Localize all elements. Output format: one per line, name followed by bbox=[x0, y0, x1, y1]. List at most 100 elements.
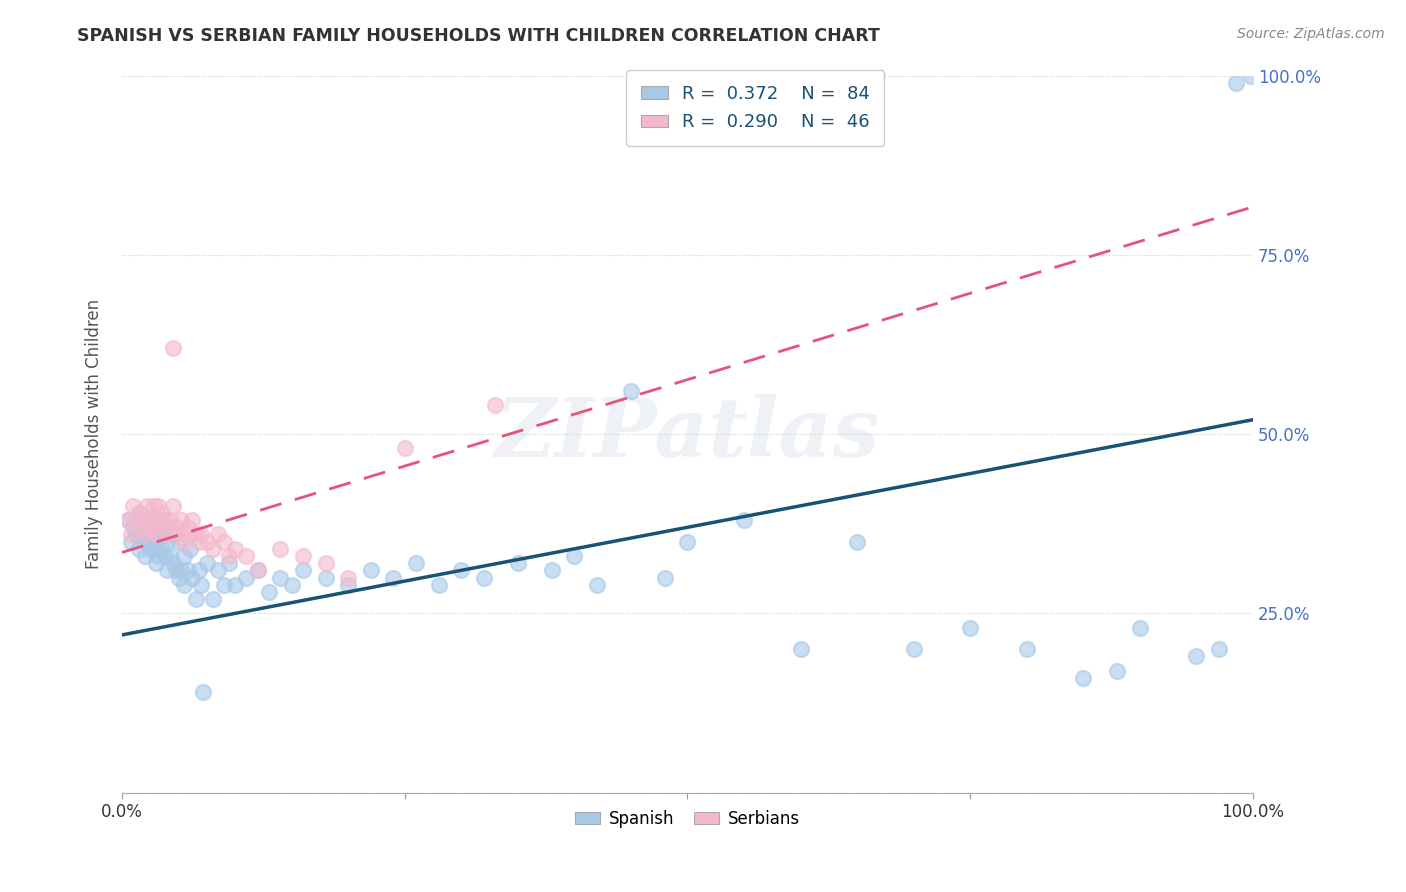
Point bbox=[150, 520, 173, 534]
Point bbox=[142, 520, 165, 534]
Point bbox=[207, 527, 229, 541]
Point bbox=[142, 513, 165, 527]
Point bbox=[235, 570, 257, 584]
Point bbox=[195, 534, 218, 549]
Point bbox=[620, 384, 643, 398]
Point bbox=[291, 549, 314, 563]
Point bbox=[122, 520, 145, 534]
Point bbox=[789, 642, 811, 657]
Point bbox=[179, 527, 201, 541]
Point bbox=[1239, 69, 1261, 83]
Point bbox=[167, 534, 190, 549]
Point bbox=[145, 534, 167, 549]
Point bbox=[179, 541, 201, 556]
Point bbox=[207, 563, 229, 577]
Point bbox=[142, 541, 165, 556]
Point bbox=[148, 527, 170, 541]
Point bbox=[360, 563, 382, 577]
Point bbox=[167, 527, 190, 541]
Point bbox=[117, 513, 139, 527]
Point bbox=[165, 520, 187, 534]
Point bbox=[212, 534, 235, 549]
Point bbox=[162, 527, 184, 541]
Text: ZIPatlas: ZIPatlas bbox=[495, 394, 880, 474]
Point bbox=[165, 563, 187, 577]
Point bbox=[170, 563, 193, 577]
Text: SPANISH VS SERBIAN FAMILY HOUSEHOLDS WITH CHILDREN CORRELATION CHART: SPANISH VS SERBIAN FAMILY HOUSEHOLDS WIT… bbox=[77, 27, 880, 45]
Point bbox=[472, 570, 495, 584]
Point bbox=[136, 499, 159, 513]
Point bbox=[450, 563, 472, 577]
Point bbox=[173, 549, 195, 563]
Point bbox=[257, 585, 280, 599]
Point bbox=[195, 556, 218, 570]
Point bbox=[173, 577, 195, 591]
Point bbox=[291, 563, 314, 577]
Point bbox=[405, 556, 427, 570]
Point bbox=[139, 527, 162, 541]
Point bbox=[184, 527, 207, 541]
Point bbox=[134, 520, 156, 534]
Point bbox=[269, 541, 291, 556]
Point bbox=[145, 513, 167, 527]
Point bbox=[846, 534, 869, 549]
Point bbox=[586, 577, 609, 591]
Point bbox=[394, 442, 416, 456]
Point bbox=[162, 341, 184, 355]
Point bbox=[153, 513, 176, 527]
Point bbox=[1107, 664, 1129, 678]
Point bbox=[124, 527, 146, 541]
Point bbox=[156, 527, 179, 541]
Y-axis label: Family Households with Children: Family Households with Children bbox=[86, 299, 103, 569]
Point bbox=[145, 556, 167, 570]
Point bbox=[484, 398, 506, 412]
Point bbox=[159, 549, 181, 563]
Point bbox=[201, 541, 224, 556]
Point bbox=[193, 685, 215, 699]
Point bbox=[139, 541, 162, 556]
Point bbox=[224, 541, 246, 556]
Point bbox=[136, 534, 159, 549]
Point bbox=[184, 592, 207, 607]
Point bbox=[190, 577, 212, 591]
Point bbox=[337, 570, 360, 584]
Point bbox=[224, 577, 246, 591]
Point bbox=[315, 556, 337, 570]
Point bbox=[1208, 642, 1230, 657]
Point bbox=[654, 570, 676, 584]
Point bbox=[159, 527, 181, 541]
Point bbox=[733, 513, 755, 527]
Point bbox=[128, 541, 150, 556]
Point bbox=[218, 556, 240, 570]
Point bbox=[134, 549, 156, 563]
Point bbox=[156, 534, 179, 549]
Point bbox=[181, 570, 204, 584]
Point bbox=[246, 563, 269, 577]
Point bbox=[212, 577, 235, 591]
Point bbox=[173, 534, 195, 549]
Point bbox=[122, 499, 145, 513]
Point bbox=[162, 499, 184, 513]
Point bbox=[1071, 671, 1094, 685]
Point bbox=[201, 592, 224, 607]
Point bbox=[159, 513, 181, 527]
Point bbox=[187, 534, 209, 549]
Point bbox=[564, 549, 586, 563]
Point bbox=[131, 520, 153, 534]
Point bbox=[337, 577, 360, 591]
Point bbox=[540, 563, 562, 577]
Point bbox=[903, 642, 925, 657]
Point bbox=[235, 549, 257, 563]
Point bbox=[176, 563, 198, 577]
Point bbox=[117, 513, 139, 527]
Point bbox=[156, 563, 179, 577]
Point bbox=[218, 549, 240, 563]
Legend: Spanish, Serbians: Spanish, Serbians bbox=[568, 803, 806, 835]
Point bbox=[246, 563, 269, 577]
Point bbox=[181, 513, 204, 527]
Point bbox=[280, 577, 302, 591]
Point bbox=[1225, 76, 1247, 90]
Point bbox=[1015, 642, 1038, 657]
Point bbox=[120, 527, 142, 541]
Point bbox=[167, 570, 190, 584]
